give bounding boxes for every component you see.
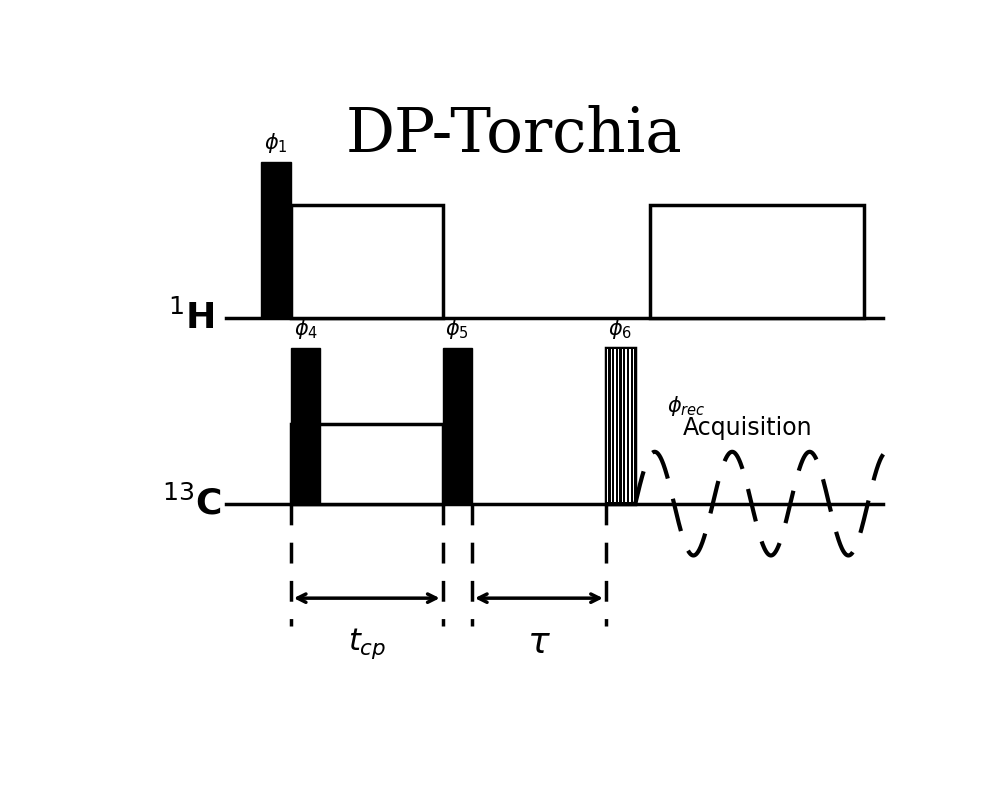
Bar xyxy=(605,348,634,504)
Bar xyxy=(442,348,472,504)
Text: Acquisition: Acquisition xyxy=(682,416,812,440)
Text: $\phi_{rec}$: $\phi_{rec}$ xyxy=(666,394,704,418)
Bar xyxy=(624,349,626,502)
Text: $t_{cp}$: $t_{cp}$ xyxy=(348,626,386,661)
Bar xyxy=(613,349,615,502)
Bar xyxy=(632,349,633,502)
Text: $^{1}\mathbf{H}$: $^{1}\mathbf{H}$ xyxy=(168,299,214,336)
Bar xyxy=(628,349,630,502)
Bar xyxy=(291,348,321,504)
Bar xyxy=(610,349,611,502)
Bar xyxy=(617,349,619,502)
Bar xyxy=(621,349,622,502)
Bar xyxy=(291,205,442,318)
Text: $\phi_6$: $\phi_6$ xyxy=(608,317,632,341)
Text: $\phi_5$: $\phi_5$ xyxy=(445,317,469,341)
Text: Decoupling: Decoupling xyxy=(685,277,827,302)
Bar xyxy=(262,162,291,318)
Text: $\tau$: $\tau$ xyxy=(526,626,550,660)
Text: $\phi_1$: $\phi_1$ xyxy=(265,131,288,154)
Bar xyxy=(649,205,863,318)
Bar xyxy=(291,425,442,504)
Text: $\phi_4$: $\phi_4$ xyxy=(294,317,318,341)
Text: $^{13}\mathbf{C}$: $^{13}\mathbf{C}$ xyxy=(161,485,221,522)
Text: Dipolar: Dipolar xyxy=(711,238,802,262)
Text: $\phi_3$: $\phi_3$ xyxy=(351,448,382,480)
Text: DP-Torchia: DP-Torchia xyxy=(346,105,681,165)
Bar xyxy=(606,349,608,502)
Text: $\phi_2$: $\phi_2$ xyxy=(351,246,382,277)
